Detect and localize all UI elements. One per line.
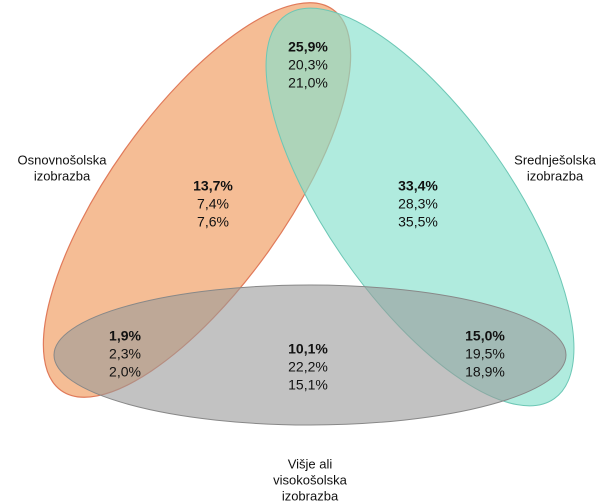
region-value: 10,1% xyxy=(288,341,328,357)
region-value: 7,4% xyxy=(197,196,229,212)
set-ellipse xyxy=(53,284,567,426)
region-value: 33,4% xyxy=(398,178,438,194)
region-value: 18,9% xyxy=(465,364,505,380)
region-value: 7,6% xyxy=(197,214,229,230)
region-value: 2,0% xyxy=(109,364,141,380)
region-value: 15,1% xyxy=(288,377,328,393)
region-value: 13,7% xyxy=(193,178,233,194)
region-value: 19,5% xyxy=(465,346,505,362)
set-label: visokošolska xyxy=(273,472,347,487)
set-label: Višje ali xyxy=(288,456,333,471)
region-value: 35,5% xyxy=(398,214,438,230)
set-label: Osnovnošolska xyxy=(18,152,108,167)
set-label: izobrazba xyxy=(34,168,91,183)
set-ellipse xyxy=(265,7,575,407)
region-value: 25,9% xyxy=(288,39,328,55)
set-label: Srednješolska xyxy=(514,152,596,167)
region-value: 22,2% xyxy=(288,359,328,375)
set-label: izobrazba xyxy=(282,488,339,502)
region-value: 21,0% xyxy=(288,75,328,91)
region-value: 1,9% xyxy=(109,328,141,344)
region-value: 28,3% xyxy=(398,196,438,212)
region-value: 2,3% xyxy=(109,346,141,362)
labels: 25,9% 20,3% 21,0% 13,7% 7,4% 7,6% 33,4% 28,3% 35… xyxy=(18,39,597,502)
set-label: izobrazba xyxy=(527,168,584,183)
region-value: 20,3% xyxy=(288,57,328,73)
region-value: 15,0% xyxy=(465,328,505,344)
